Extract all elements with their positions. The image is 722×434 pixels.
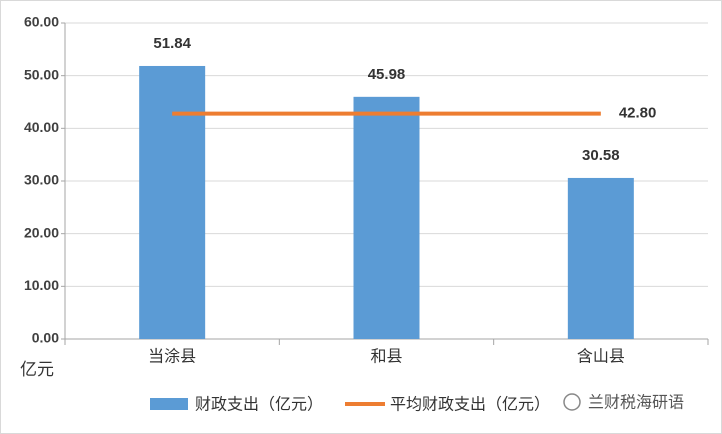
bar: [353, 96, 420, 339]
y-axis-label: 亿元: [20, 360, 54, 380]
legend-label: 财政支出（亿元）: [195, 395, 323, 414]
x-tick-label: 当涂县: [148, 347, 196, 366]
y-tick-label: 60.00: [24, 14, 59, 30]
y-tick-label: 30.00: [24, 172, 59, 188]
y-tick-label: 50.00: [24, 66, 59, 82]
x-tick-label: 含山县: [577, 347, 625, 366]
value-label: 42.80: [619, 105, 657, 122]
y-tick-label: 20.00: [24, 224, 59, 240]
value-label: 51.84: [153, 35, 191, 52]
bar: [567, 177, 634, 339]
y-tick-label: 10.00: [24, 277, 59, 293]
y-tick-label: 0.00: [32, 330, 59, 346]
legend-label: 平均财政支出（亿元）: [390, 395, 550, 414]
y-tick-label: 40.00: [24, 119, 59, 135]
watermark: 兰财税海研语: [563, 393, 684, 412]
value-label: 30.58: [582, 147, 620, 164]
x-tick-label: 和县: [370, 347, 402, 366]
legend-swatch: [150, 398, 188, 410]
watermark-icon: [563, 393, 581, 411]
value-label: 45.98: [368, 66, 406, 83]
watermark-text: 兰财税海研语: [588, 393, 684, 412]
bar: [139, 65, 206, 339]
